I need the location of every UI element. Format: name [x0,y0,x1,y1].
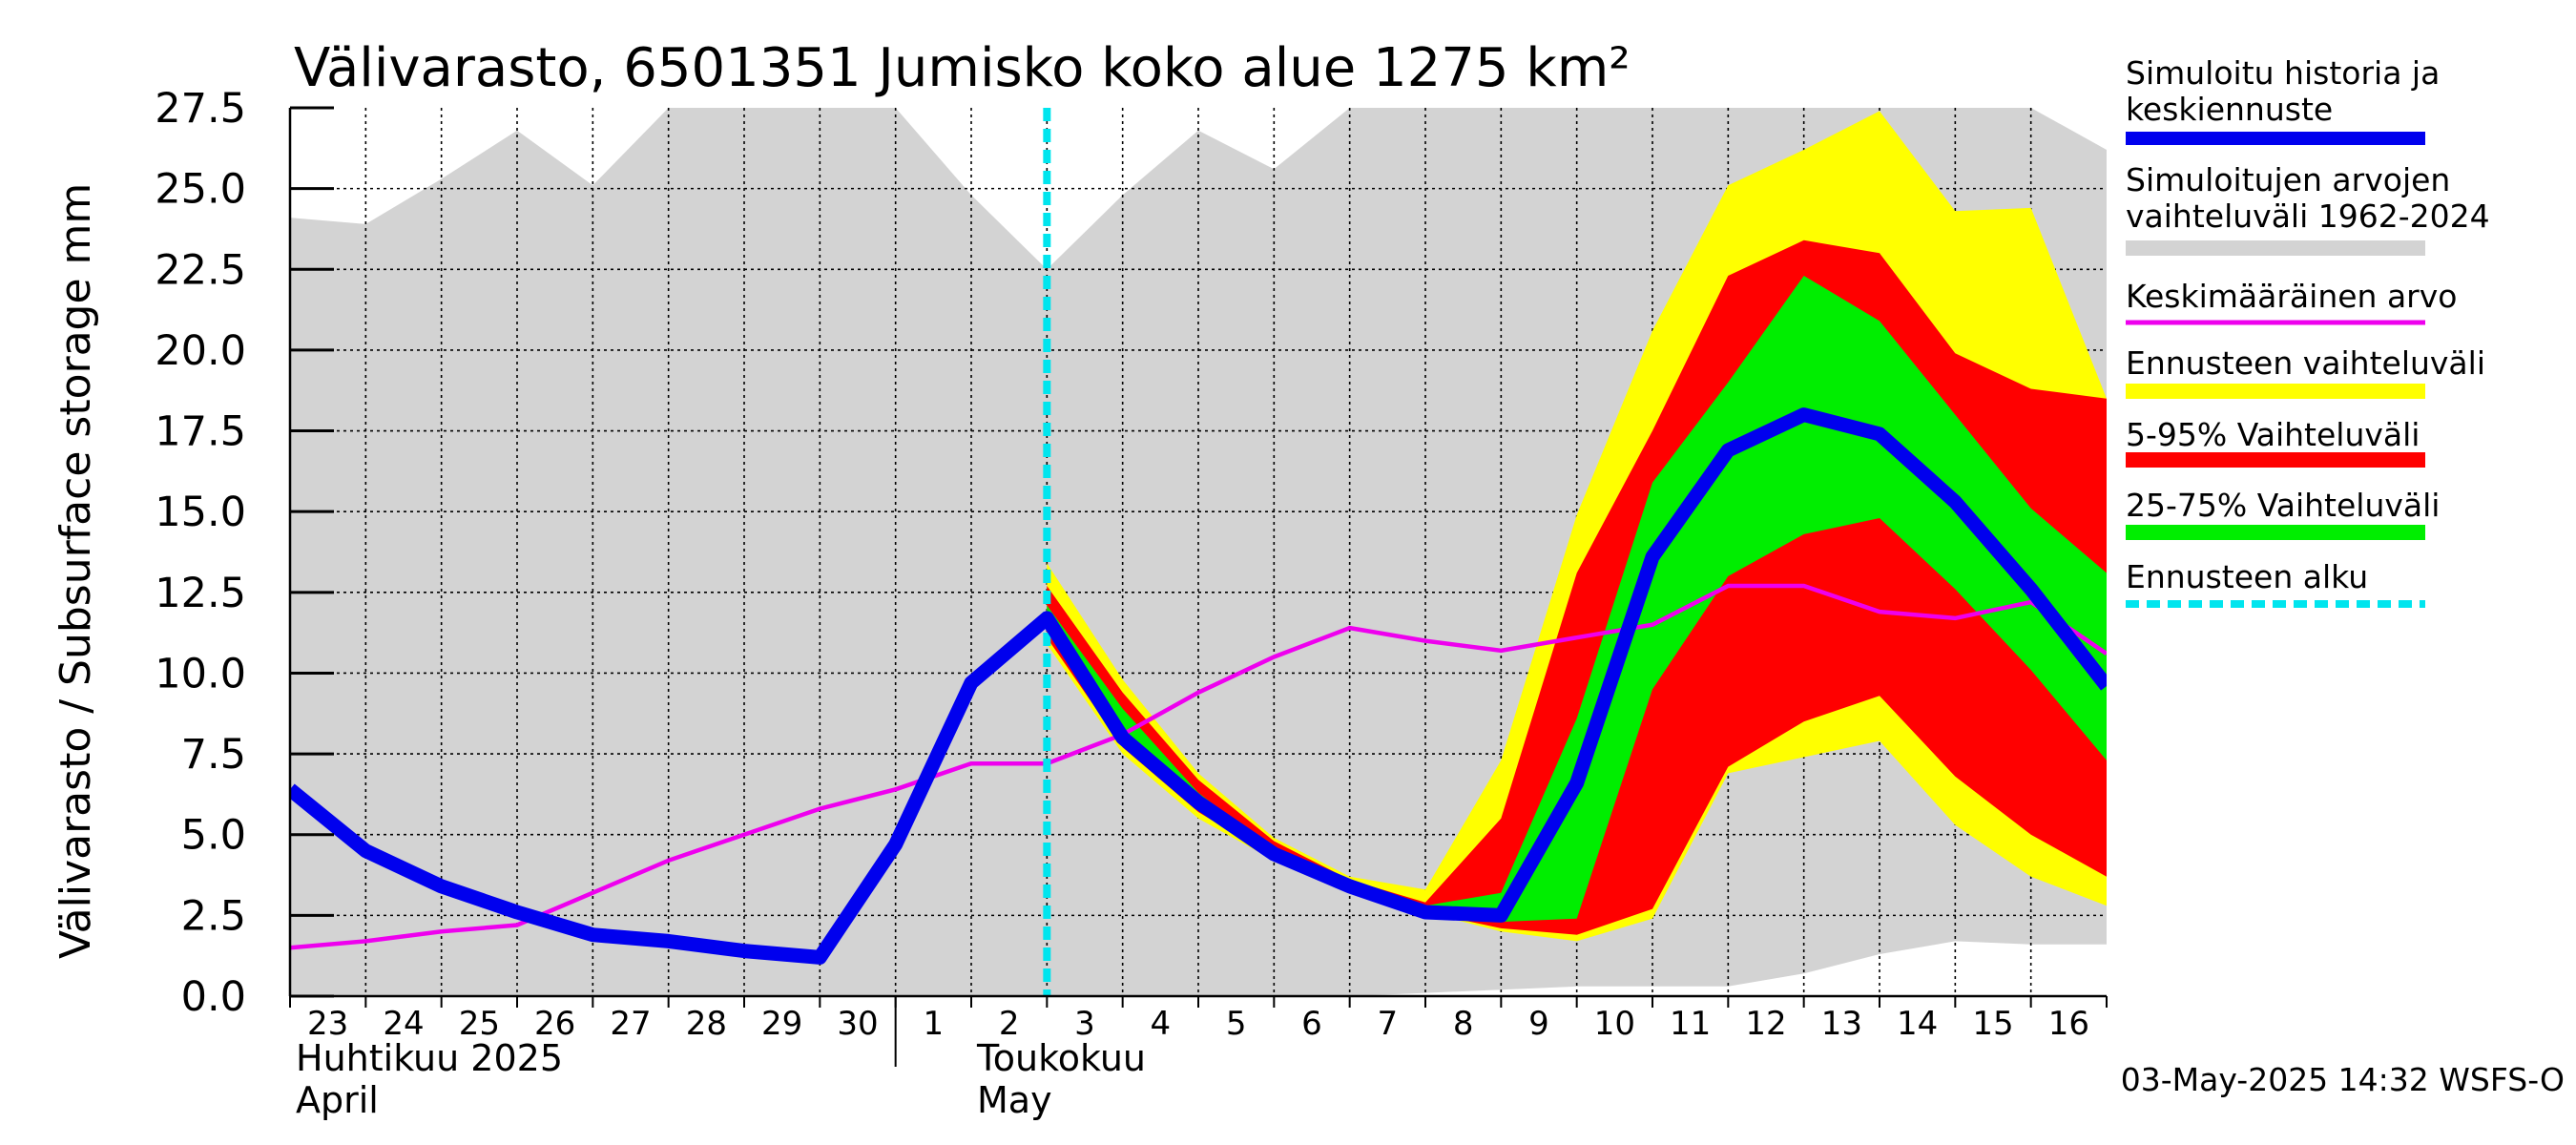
y-tick-label: 22.5 [155,246,246,294]
y-tick-label: 20.0 [155,327,246,375]
x-day-label: 15 [1972,1005,2013,1043]
x-day-label: 30 [837,1005,878,1043]
x-day-label: 3 [1074,1005,1095,1043]
x-month-label: Toukokuu [976,1037,1146,1079]
x-day-label: 24 [383,1005,424,1043]
legend-label: Ennusteen alku [2126,558,2368,595]
x-month-label: Huhtikuu 2025 [296,1037,563,1079]
x-day-label: 6 [1301,1005,1322,1043]
x-day-label: 12 [1745,1005,1786,1043]
x-day-label: 11 [1670,1005,1711,1043]
plot-series [290,108,2107,996]
x-day-label: 5 [1226,1005,1247,1043]
y-axis: 0.0 2.5 5.0 7.5 10.0 12.5 15.0 17.5 20.0 22.5 25.0… [155,85,334,1021]
median-forecast-line [290,407,2107,965]
y-tick-label: 12.5 [155,570,246,617]
legend-label-2: vaihteluväli 1962-2024 [2126,198,2490,235]
x-day-label: 26 [534,1005,575,1043]
x-day-label: 8 [1453,1005,1474,1043]
legend-label: Keskimääräinen arvo [2126,278,2457,315]
x-day-label: 27 [610,1005,651,1043]
x-day-label: 4 [1151,1005,1172,1043]
percentile-25-75-band [1047,276,2107,923]
timestamp: 03-May-2025 14:32 WSFS-O [2121,1061,2565,1098]
y-tick-label: 27.5 [155,85,246,133]
y-tick-label: 15.0 [155,489,246,536]
legend-label: Simuloitujen arvojen [2126,161,2450,198]
plot-area [288,108,2107,998]
x-day-label: 28 [686,1005,727,1043]
x-day-label: 10 [1594,1005,1635,1043]
y-tick-label: 2.5 [181,892,246,940]
x-month-label-en: May [977,1079,1052,1121]
legend-label: 25-75% Vaihteluväli [2126,487,2440,524]
x-day-label: 2 [999,1005,1020,1043]
x-day-label: 29 [761,1005,802,1043]
legend-label-2: keskiennuste [2126,91,2333,128]
legend-label: 5-95% Vaihteluväli [2126,416,2420,453]
y-tick-label: 7.5 [181,731,246,779]
y-tick-label: 25.0 [155,166,246,214]
x-day-label: 13 [1821,1005,1862,1043]
x-day-label: 16 [2048,1005,2089,1043]
x-day-label: 9 [1528,1005,1549,1043]
mean-line [290,583,2107,950]
x-day-label: 14 [1897,1005,1938,1043]
legend-label: Simuloitu historia ja [2126,54,2440,92]
x-day-label: 23 [307,1005,348,1043]
x-month-label-en: April [296,1079,379,1121]
y-tick-label: 0.0 [181,973,246,1021]
legend-label: Ennusteen vaihteluväli [2126,344,2485,382]
y-tick-label: 5.0 [181,812,246,860]
x-day-label: 25 [459,1005,500,1043]
x-axis: 23 24 25 26 27 28 29 30 1 2 3 4 5 6 7 8 9 10 11 12 13 14 15 16H… [289,996,2108,1121]
y-axis-label: Välivarasto / Subsurface storage mm [52,183,100,959]
x-day-label: 1 [924,1005,945,1043]
y-tick-label: 10.0 [155,650,246,697]
x-day-label: 7 [1378,1005,1399,1043]
y-tick-label: 17.5 [155,408,246,456]
chart-title: Välivarasto, 6501351 Jumisko koko alue 1… [294,37,1631,99]
